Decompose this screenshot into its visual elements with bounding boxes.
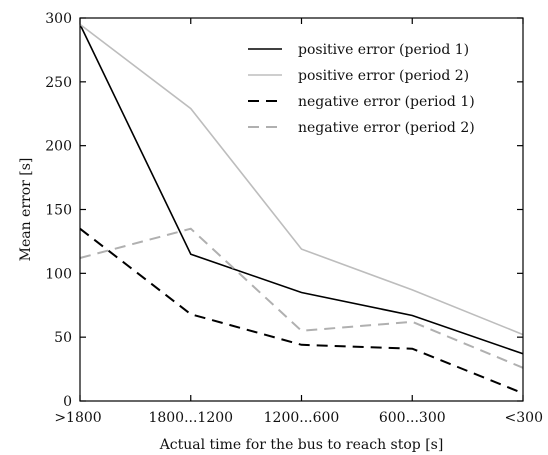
y-axis-title: Mean error [s] (18, 158, 34, 262)
y-tick-label: 200 (45, 139, 72, 155)
x-tick-label: 1800...1200 (148, 410, 233, 426)
series-line-3 (79, 227, 524, 395)
x-tick-label: <300 (505, 410, 543, 426)
legend-label-1: positive error (period 1) (298, 42, 469, 58)
x-tick-label: 1200...600 (264, 410, 340, 426)
series-line-1 (79, 24, 524, 355)
legend-label-2: positive error (period 2) (298, 68, 469, 84)
axes: 0 50 100 150 200 250 300 >1800 1800...1200 1200..… (45, 11, 543, 426)
series-line-2 (79, 23, 524, 336)
legend: positive error (period 1) positive error … (248, 42, 475, 136)
series-lines (79, 23, 524, 395)
x-tick-label: >1800 (54, 410, 101, 426)
y-tick-label: 300 (45, 11, 72, 27)
y-tick-label: 150 (45, 203, 72, 219)
y-tick-label: 100 (45, 266, 72, 282)
legend-label-3: negative error (period 1) (298, 94, 475, 110)
x-axis-title: Actual time for the bus to reach stop [s… (159, 437, 444, 453)
legend-label-4: negative error (period 2) (298, 120, 475, 136)
y-tick-label: 50 (54, 330, 72, 346)
series-line-4 (79, 227, 524, 369)
y-tick-label: 250 (45, 75, 72, 91)
y-tick-label: 0 (63, 394, 72, 410)
x-tick-label: 600...300 (379, 410, 446, 426)
